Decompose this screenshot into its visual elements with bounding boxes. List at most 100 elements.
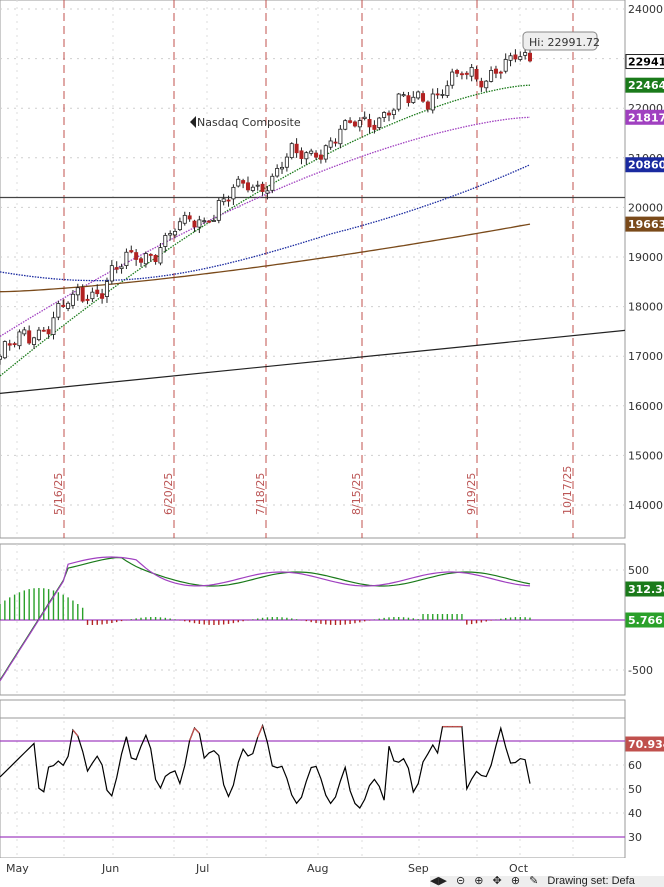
draw-pencil-icon[interactable]: ✎ — [529, 876, 539, 887]
candle-body — [493, 68, 498, 74]
value-badge-text: 5.7661 — [628, 614, 664, 627]
main-panel: 5/16/25 6/20/25 7/18/25 8/15/25 9/19/25 10/17… — [0, 0, 664, 858]
candle-body — [22, 329, 27, 335]
candle-body — [425, 101, 430, 110]
candle-body — [187, 215, 192, 220]
candle-body — [114, 267, 119, 270]
candle-body — [352, 121, 357, 127]
candle-body — [153, 254, 158, 262]
candle-body — [421, 93, 426, 102]
candle-body — [173, 230, 178, 236]
x-month-label: Jul — [195, 862, 209, 875]
candle-body — [241, 180, 246, 184]
candle-body — [382, 112, 387, 118]
candle-body — [202, 220, 207, 223]
candle-body — [430, 93, 435, 111]
candle-body — [207, 220, 212, 223]
candle-body — [270, 175, 275, 191]
candle-body — [27, 330, 32, 344]
vertical-marker-label: 8/15/25 — [350, 473, 363, 515]
vertical-marker-label: 10/17/25 — [561, 466, 574, 515]
value-badge-macd: 312.34 — [625, 581, 664, 597]
rsi-overbought-segment — [189, 727, 196, 741]
rsi-overbought-segment — [257, 725, 264, 738]
candle-body — [168, 233, 173, 236]
x-month-label: Sep — [408, 862, 429, 875]
candle-body — [377, 117, 382, 128]
candle-body — [343, 120, 348, 130]
value-badge-signal: 5.7661 — [625, 612, 664, 628]
pan-icon[interactable]: ✥ — [492, 876, 502, 887]
candle-body — [143, 253, 148, 265]
macd-y-tick-label: -500 — [628, 664, 653, 677]
value-badge-rsi: 70.934 — [625, 736, 664, 752]
candle-body — [32, 337, 37, 345]
candle-body — [104, 281, 109, 297]
candle-body — [348, 120, 353, 123]
series-line-ma-short — [0, 84, 531, 377]
x-month-label: Oct — [509, 862, 529, 875]
rsi-overbought-segment — [194, 727, 200, 734]
candle-body — [367, 119, 372, 128]
candle-body — [523, 52, 528, 56]
candle-body — [85, 298, 90, 301]
candle-body — [498, 71, 503, 74]
candle-body — [7, 343, 12, 346]
x-month-label: May — [6, 862, 29, 875]
rsi-plot-area — [0, 723, 625, 838]
zoom-out-icon[interactable]: ⊝ — [455, 876, 466, 887]
main-value-badges: 22941. 22464. 21817. 20860. 19663. — [625, 54, 664, 232]
candle-body — [391, 109, 396, 115]
high-callout-label: Hi: 22991.72 — [529, 36, 600, 49]
candle-body — [275, 168, 280, 177]
value-badge-text: 21817. — [628, 111, 664, 124]
macd-plot-area — [0, 556, 625, 682]
candle-body — [245, 182, 250, 191]
candle-body — [440, 94, 445, 96]
candle-body — [197, 219, 202, 228]
value-badge-ma-longest: 19663. — [625, 216, 664, 232]
high-callout-box — [522, 31, 598, 51]
candle-body — [484, 80, 489, 89]
rsi-line — [0, 723, 531, 809]
candle-body — [406, 95, 411, 104]
candle-body — [0, 355, 3, 360]
value-badge-text: 22941. — [628, 56, 664, 69]
candle-body — [386, 112, 391, 116]
zoom-in-icon[interactable]: ⊕ — [474, 876, 484, 887]
crosshair-icon[interactable]: ⊕ — [510, 876, 521, 887]
drawing-set-label[interactable]: Drawing set: Defa — [547, 876, 635, 887]
vertical-marker-label: 9/19/25 — [465, 473, 478, 515]
candle-body — [528, 52, 533, 62]
candle-body — [309, 150, 314, 154]
candle-body — [75, 287, 80, 296]
candle-body — [129, 250, 134, 253]
value-badge-text: 19663. — [628, 218, 664, 231]
candle-body — [474, 69, 479, 80]
candle-body — [280, 166, 285, 170]
main-y-tick-label: 24000 — [628, 3, 663, 16]
candle-body — [134, 252, 139, 260]
series-line-ma-long — [0, 164, 531, 282]
candle-body — [435, 93, 440, 96]
rsi-overbought-segment — [72, 729, 79, 737]
scroll-arrows-icon[interactable]: ◀▶ — [430, 876, 447, 887]
candle-body — [328, 140, 333, 148]
candle-body — [333, 141, 338, 144]
main-y-tick-label: 15000 — [628, 449, 663, 462]
candle-body — [216, 200, 221, 221]
value-badge-ma-long: 20860. — [625, 157, 664, 173]
candle-body — [158, 247, 163, 264]
series-line-ma-mid — [0, 116, 531, 337]
candle-body — [513, 54, 518, 60]
candle-body — [396, 93, 401, 110]
x-month-label: Aug — [307, 862, 328, 875]
candle-body — [95, 289, 100, 295]
x-axis-band — [0, 858, 664, 876]
candle-body — [338, 128, 343, 145]
candle-body — [192, 220, 197, 228]
candle-body — [51, 317, 56, 335]
macd-line — [0, 556, 531, 681]
